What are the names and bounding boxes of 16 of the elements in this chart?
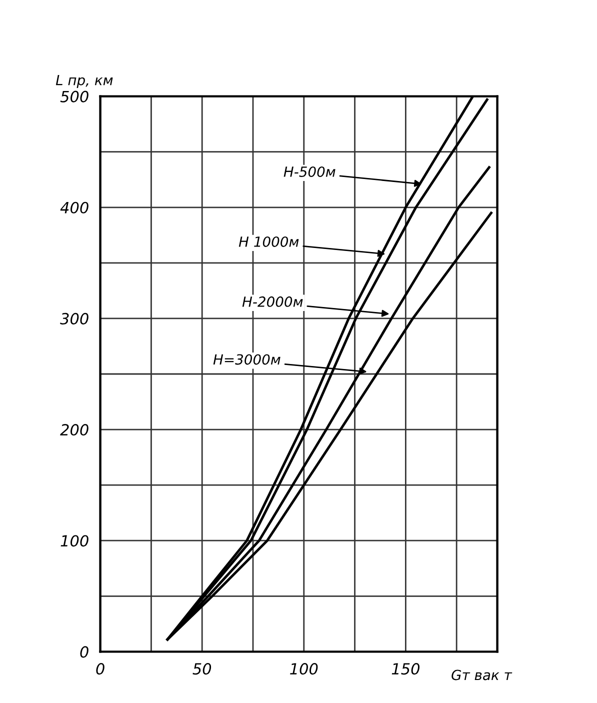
- y-tick-label: 300: [60, 312, 88, 324]
- y-tick-label: 400: [60, 202, 88, 214]
- x-tick-label: 0: [96, 663, 104, 675]
- x-tick-label: 100: [290, 663, 318, 675]
- x-tick-label: 150: [392, 663, 420, 675]
- x-axis-title: Gт вак т: [452, 670, 512, 680]
- y-axis-title: L пр, км: [56, 74, 113, 88]
- y-tick-label: 0: [80, 646, 88, 658]
- annotation: H=3000м: [213, 354, 280, 365]
- annotation: H-500м: [284, 166, 336, 177]
- y-tick-label: 100: [60, 535, 88, 547]
- annotation: H-2000м: [242, 296, 303, 307]
- annotation: H 1000м: [238, 236, 299, 247]
- y-tick-label: 200: [60, 424, 88, 436]
- x-tick-label: 50: [192, 663, 212, 675]
- y-tick-label: 500: [60, 90, 88, 102]
